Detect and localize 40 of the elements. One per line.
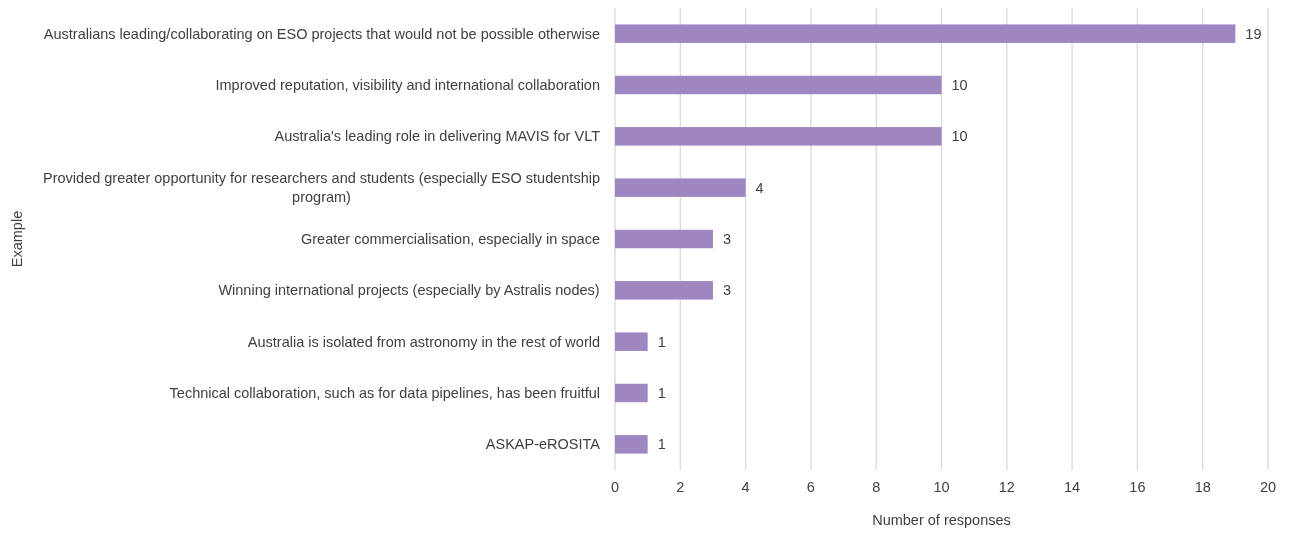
y-tick-label: Australians leading/collaborating on ESO projects that would not be possible otherwise bbox=[43, 25, 601, 42]
data-label: 19 bbox=[1245, 25, 1262, 42]
bar bbox=[615, 75, 942, 95]
bar bbox=[615, 383, 648, 403]
x-tick-label: 8 bbox=[872, 479, 881, 495]
y-tick-label: Australia's leading role in delivering MAVIS for VLT bbox=[274, 128, 601, 145]
data-label: 1 bbox=[657, 436, 666, 453]
x-tick-label: 6 bbox=[806, 479, 815, 495]
data-label: 1 bbox=[657, 385, 666, 402]
data-label: 10 bbox=[951, 77, 968, 94]
x-tick-label: 0 bbox=[610, 479, 620, 495]
bar bbox=[615, 127, 942, 146]
x-tick-label: 16 bbox=[1129, 479, 1146, 495]
x-tick-label: 2 bbox=[676, 479, 685, 495]
x-tick-label: 20 bbox=[1259, 479, 1277, 495]
y-tick-label: Winning international projects (especially by Astralis nodes) bbox=[218, 282, 600, 299]
data-label: 3 bbox=[722, 282, 732, 299]
x-tick-label: 10 bbox=[933, 479, 950, 495]
x-tick-label: 12 bbox=[998, 479, 1015, 495]
y-tick-label: Improved reputation, visibility and international collaboration bbox=[215, 77, 601, 94]
y-tick-label: ASKAP-eROSITA bbox=[485, 436, 601, 453]
bar bbox=[615, 332, 648, 351]
x-tick-label: 18 bbox=[1194, 479, 1211, 495]
x-axis-title: Number of responses bbox=[872, 512, 1011, 528]
y-tick-label: Australia is isolated from astronomy in the rest of world bbox=[247, 333, 600, 350]
y-tick-label: Technical collaboration, such as for data pipelines, has been fruitful bbox=[169, 385, 601, 402]
y-tick-label: Greater commercialisation, especially in space bbox=[301, 231, 601, 248]
bar bbox=[615, 435, 648, 454]
bar bbox=[615, 281, 713, 300]
data-label: 10 bbox=[951, 128, 968, 145]
data-label: 1 bbox=[657, 333, 666, 350]
y-axis-title: Example bbox=[9, 210, 25, 268]
y-tick-label: Provided greater opportunity for researchers and students (especially ESO studentship program) bbox=[43, 170, 601, 206]
bar bbox=[615, 178, 746, 197]
bar bbox=[615, 229, 713, 249]
x-tick-label: 4 bbox=[741, 479, 750, 495]
x-tick-label: 14 bbox=[1064, 479, 1081, 495]
data-label: 3 bbox=[722, 231, 732, 248]
data-label: 4 bbox=[755, 179, 764, 196]
bar bbox=[615, 24, 1236, 43]
